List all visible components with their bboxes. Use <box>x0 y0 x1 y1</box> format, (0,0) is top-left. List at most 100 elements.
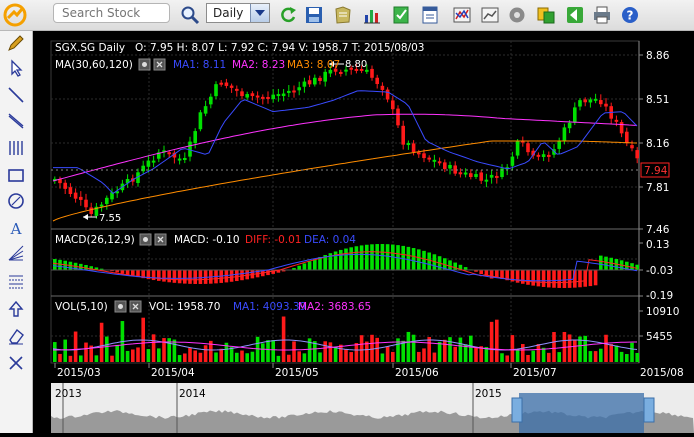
volume-bar <box>329 342 333 362</box>
refresh-icon[interactable] <box>278 5 298 25</box>
ma-close-icon[interactable] <box>154 59 165 70</box>
arrow-up-icon[interactable] <box>6 299 26 319</box>
print-icon[interactable] <box>592 5 612 25</box>
fan-tool-icon[interactable] <box>6 243 26 263</box>
macd-bar <box>308 261 312 270</box>
volume-bar <box>235 353 239 362</box>
volume-bar <box>157 348 161 362</box>
candle-body <box>620 122 624 133</box>
svg-text:7.55: 7.55 <box>99 213 121 224</box>
notes-icon[interactable] <box>420 5 440 25</box>
checklist-icon[interactable] <box>391 5 411 25</box>
candle-body <box>386 90 390 100</box>
search-icon[interactable] <box>180 5 200 25</box>
volume-bar <box>115 345 119 362</box>
navigator-left-handle[interactable] <box>512 398 522 422</box>
period-select[interactable]: Daily <box>206 3 270 23</box>
rectangle-icon[interactable] <box>6 165 26 185</box>
ellipse-icon[interactable] <box>6 191 26 211</box>
volume-bar <box>277 356 281 362</box>
candle-body <box>599 100 603 104</box>
candle-body <box>589 99 593 102</box>
grid-tool-icon[interactable] <box>6 271 26 291</box>
vertical-lines-icon[interactable] <box>6 138 26 158</box>
volume-bar <box>490 322 494 362</box>
price-tick: 8.51 <box>646 94 669 106</box>
cross-tool-icon[interactable] <box>6 353 26 373</box>
candle-body <box>474 174 478 177</box>
candle-body <box>427 158 431 160</box>
text-tool-icon[interactable]: A <box>6 218 26 238</box>
settings-gear-icon[interactable] <box>507 5 527 25</box>
macd-bar <box>173 270 177 283</box>
search-stock-input[interactable] <box>53 3 170 23</box>
price-tick: 8.16 <box>646 138 670 150</box>
line-icon[interactable] <box>480 5 500 25</box>
volume-bar <box>620 352 624 362</box>
vol-tick: 10910 <box>646 306 679 318</box>
candle-body <box>630 145 634 148</box>
candle-body <box>568 123 572 128</box>
candle-body <box>193 131 197 143</box>
nav-year: 2013 <box>55 388 82 400</box>
candle-body <box>297 87 301 90</box>
macd-value: MACD: -0.10 <box>174 234 240 246</box>
volume-bar <box>526 355 530 362</box>
ma-settings-icon[interactable] <box>139 59 150 70</box>
macd-bar <box>422 251 426 270</box>
navigator-right-handle[interactable] <box>644 398 654 422</box>
svg-text:7.94: 7.94 <box>644 165 668 177</box>
candle-body <box>407 143 411 145</box>
navigator-selection[interactable] <box>519 393 644 433</box>
nav-year: 2014 <box>179 388 206 400</box>
open-icon[interactable] <box>333 5 353 25</box>
line-tool-icon[interactable] <box>6 85 26 105</box>
volume-bar <box>453 347 457 362</box>
volume-bar <box>412 335 416 362</box>
ma3-value: MA3: 8.07 <box>287 59 340 71</box>
candle-body <box>370 69 374 78</box>
bar-chart-icon[interactable] <box>362 5 382 25</box>
macd-bar <box>53 259 57 270</box>
edit-tool-icon[interactable] <box>6 33 26 53</box>
volume-bar <box>152 334 156 362</box>
ray-tool-icon[interactable] <box>6 111 26 131</box>
volume-bar <box>178 355 182 362</box>
volume-bar <box>589 351 593 362</box>
volume-bar <box>542 348 546 362</box>
candle-body <box>84 200 88 208</box>
vol-close-icon[interactable] <box>130 301 141 312</box>
candle-body <box>615 120 619 122</box>
volume-bar <box>303 353 307 362</box>
volume-bar <box>615 346 619 362</box>
chevron-down-icon[interactable] <box>250 4 269 22</box>
range-navigator[interactable]: 2013 2014 2015 <box>51 383 694 433</box>
candle-body <box>547 155 551 157</box>
nav-year: 2015 <box>475 388 502 400</box>
eraser-icon[interactable] <box>6 326 26 346</box>
compare-icon[interactable] <box>452 5 472 25</box>
candle-body <box>537 155 541 157</box>
volume-bar <box>292 341 296 362</box>
volume-bar <box>282 317 286 362</box>
macd-settings-icon[interactable] <box>140 234 151 245</box>
stock-chart[interactable]: 8.80 7.55 SGX.SG Daily O: 7.95 H: 8.07 L… <box>33 31 694 433</box>
back-icon[interactable] <box>565 5 585 25</box>
vol-settings-icon[interactable] <box>115 301 126 312</box>
contrast-icon[interactable] <box>536 5 556 25</box>
volume-bar <box>323 341 327 362</box>
macd-close-icon[interactable] <box>155 234 166 245</box>
candle-body <box>235 89 239 91</box>
pointer-icon[interactable] <box>6 58 26 78</box>
volume-bar <box>287 355 291 362</box>
volume-bar <box>635 353 639 362</box>
macd-bar <box>126 270 130 275</box>
help-icon[interactable]: ? <box>620 5 640 25</box>
svg-text:?: ? <box>627 9 634 23</box>
drawing-tools-sidebar: A <box>0 31 33 433</box>
macd-bar <box>199 270 203 284</box>
chart-canvas[interactable]: 8.80 7.55 SGX.SG Daily O: 7.95 H: 8.07 L… <box>33 31 694 433</box>
price-tick: 7.81 <box>646 182 669 194</box>
save-icon[interactable] <box>304 5 324 25</box>
macd-bar <box>578 270 582 287</box>
